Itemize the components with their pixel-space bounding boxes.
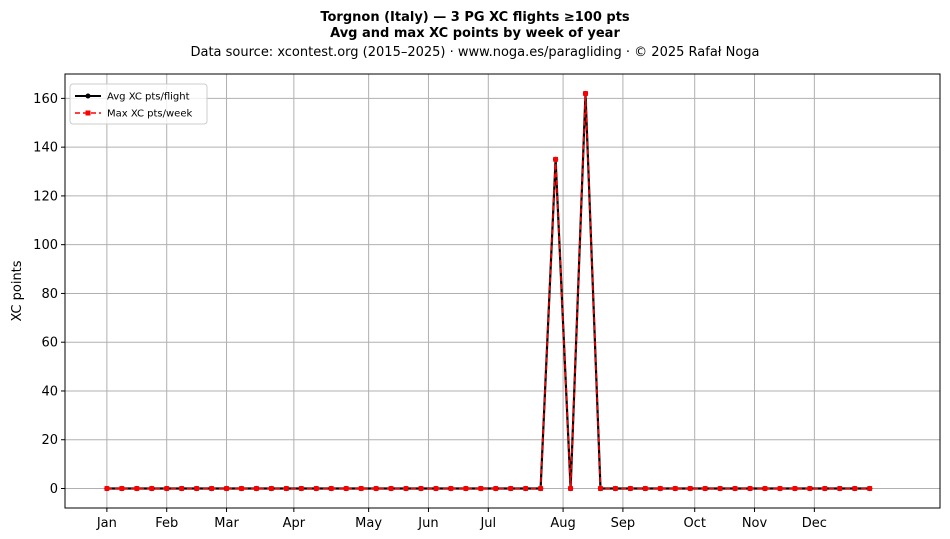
data-point-max: [747, 486, 753, 491]
data-point-max: [613, 486, 618, 491]
data-point-max: [328, 486, 334, 491]
y-tick-label: 140: [33, 141, 58, 156]
x-tick-label: Oct: [683, 516, 705, 531]
legend-box: [69, 83, 208, 125]
data-point-max: [792, 486, 798, 491]
legend-label-max: Max XC pts/week: [107, 109, 192, 120]
x-tick-label: Sep: [611, 516, 636, 531]
y-axis: 0 20 40 60 80 100 120 140 160: [33, 92, 65, 497]
legend-marker-max: [85, 110, 91, 116]
data-point-max: [269, 486, 274, 491]
data-point-max: [373, 486, 379, 491]
data-point-max: [433, 486, 439, 491]
data-point-max: [762, 486, 768, 491]
data-point-max: [702, 486, 708, 491]
data-point-max: [343, 486, 349, 491]
x-tick-label: May: [355, 516, 382, 531]
data-point-max: [657, 486, 663, 491]
y-tick-label: 120: [33, 189, 58, 204]
y-tick-label: 160: [33, 92, 58, 107]
data-point-max: [478, 486, 484, 491]
legend-marker-avg: [85, 93, 91, 99]
data-point-max: [224, 486, 229, 491]
data-point-max: [852, 486, 858, 491]
data-point-max: [777, 486, 783, 491]
x-tick-label: Apr: [283, 516, 306, 531]
data-point-max: [717, 486, 723, 491]
x-tick-label: Dec: [802, 516, 827, 531]
data-point-max: [313, 486, 319, 491]
data-point-max: [179, 486, 185, 491]
data-point-max: [209, 486, 214, 491]
x-tick-label: Jan: [96, 516, 117, 531]
data-point-max: [538, 486, 544, 491]
data-point-max: [134, 486, 140, 491]
data-point-max: [418, 486, 424, 491]
y-tick-label: 100: [33, 238, 58, 253]
y-tick-label: 40: [41, 384, 58, 399]
data-point-max: [568, 486, 573, 491]
data-point-max: [867, 486, 873, 491]
x-tick-label: Jul: [479, 516, 496, 531]
y-tick-label: 80: [41, 287, 58, 302]
x-tick-label: Aug: [550, 516, 575, 531]
plot-frame: [64, 73, 941, 509]
data-point-max: [119, 486, 125, 491]
data-point-max: [388, 486, 394, 491]
chart-source-note: Data source: xcontest.org (2015–2025) · …: [190, 45, 759, 60]
data-point-max: [298, 486, 304, 491]
data-point-max: [104, 486, 110, 491]
series-line-1: [106, 93, 870, 490]
data-point-max: [523, 486, 529, 491]
data-point-max: [448, 486, 454, 491]
chart-subtitle: Avg and max XC points by week of year: [330, 26, 620, 41]
legend: Avg XC pts/flight Max XC pts/week: [69, 83, 208, 125]
x-tick-label: Jun: [417, 516, 438, 531]
data-point-max: [687, 486, 693, 491]
data-point-max: [194, 486, 200, 491]
data-point-max: [493, 486, 499, 491]
data-point-max: [149, 486, 155, 491]
series-layer: [104, 90, 873, 492]
data-point-max: [508, 486, 514, 491]
data-point-max: [403, 486, 409, 491]
data-point-max: [358, 486, 364, 491]
data-point-max: [672, 486, 678, 491]
legend-label-avg: Avg XC pts/flight: [107, 92, 190, 103]
data-point-max: [732, 486, 738, 491]
data-point-max: [807, 486, 813, 491]
data-point-max: [254, 486, 259, 491]
data-point-max: [598, 486, 603, 491]
data-point-max: [583, 91, 588, 96]
x-tick-label: Nov: [742, 516, 768, 531]
grid: [65, 74, 940, 508]
data-point-max: [837, 486, 843, 491]
data-point-max: [239, 486, 244, 491]
x-tick-label: Mar: [214, 516, 239, 531]
data-point-max: [463, 486, 469, 491]
y-tick-label: 0: [50, 482, 58, 497]
data-point-max: [553, 156, 558, 162]
y-tick-label: 60: [41, 336, 58, 351]
y-axis-label: XC points: [10, 260, 25, 321]
data-point-max: [822, 486, 828, 491]
data-point-max: [642, 486, 648, 491]
chart-title: Torgnon (Italy) — 3 PG XC flights ≥100 p…: [320, 10, 630, 25]
x-tick-label: Feb: [155, 516, 178, 531]
x-axis: Jan Feb Mar Apr May Jun Jul Aug Sep Oct Nov Dec: [96, 508, 827, 531]
data-point-max: [627, 486, 633, 491]
data-point-max: [164, 486, 170, 491]
data-point-max: [283, 486, 289, 491]
y-tick-label: 20: [41, 433, 58, 448]
